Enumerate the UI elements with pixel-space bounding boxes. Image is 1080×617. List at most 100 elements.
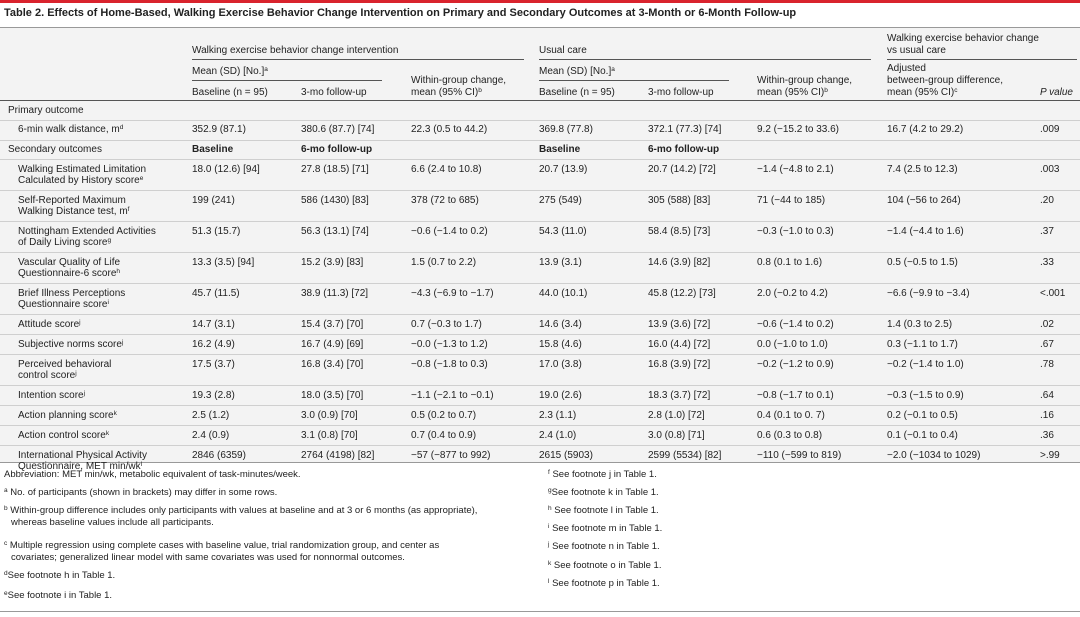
cell-uc-fu: 45.8 (12.2) [73] (648, 288, 716, 299)
header-mean-sd-usual: Mean (SD) [No.]a (539, 66, 615, 77)
cell-uc-base: 14.6 (3.4) (539, 319, 582, 330)
cell-diff: 16.7 (4.2 to 29.2) (887, 124, 964, 135)
cell-p: .37 (1040, 226, 1054, 237)
header-rule-intervention (192, 59, 524, 60)
cell-int-within: −0.6 (−1.4 to 0.2) (411, 226, 488, 237)
cell-uc-fu: 16.0 (4.4) [72] (648, 339, 711, 350)
row-label: 6-min walk distance, md (18, 124, 124, 135)
cell-uc-base: 2.4 (1.0) (539, 430, 577, 441)
row-separator (0, 283, 1080, 284)
cell-uc-fu: 20.7 (14.2) [72] (648, 164, 716, 175)
section-primary-outcome: Primary outcome (8, 105, 84, 116)
row-separator (0, 314, 1080, 315)
header-group-intervention: Walking exercise behavior change interve… (192, 45, 399, 56)
row-label: Intention scorej (18, 390, 86, 401)
header-secondary-followup-usual: 6-mo follow-up (648, 144, 720, 155)
header-rule-mean-usual (539, 80, 729, 81)
footnote-i: i See footnote m in Table 1. (548, 523, 663, 534)
cell-uc-fu: 305 (588) [83] (648, 195, 711, 206)
row-label: Self-Reported Maximum (18, 195, 126, 206)
cell-uc-base: 275 (549) (539, 195, 582, 206)
cell-int-fu: 27.8 (18.5) [71] (301, 164, 369, 175)
header-p-value: P value (1040, 87, 1073, 98)
cell-int-fu: 38.9 (11.3) [72] (301, 288, 369, 299)
data-table: Walking exercise behavior change interve… (0, 27, 1080, 472)
cell-int-base: 2.4 (0.9) (192, 430, 230, 441)
footnote-marker: h (116, 268, 121, 275)
header-group-between-1: Walking exercise behavior change (887, 33, 1039, 44)
header-within-intervention-2: mean (95% CI)b (411, 87, 482, 98)
footnote-l: l See footnote p in Table 1. (548, 578, 660, 589)
footnote-marker: j (83, 390, 86, 397)
header-adjusted-1: Adjusted (887, 63, 926, 74)
cell-uc-fu: 18.3 (3.7) [72] (648, 390, 711, 401)
bottom-rule (0, 611, 1080, 612)
row-separator (0, 385, 1080, 386)
header-followup-intervention: 3-mo follow-up (301, 87, 367, 98)
row-label: Walking Distance test, mf (18, 206, 130, 217)
cell-int-within: −57 (−877 to 992) (411, 450, 491, 461)
cell-uc-within: −0.8 (−1.7 to 0.1) (757, 390, 834, 401)
cell-uc-within: 2.0 (−0.2 to 4.2) (757, 288, 828, 299)
cell-p: .78 (1040, 359, 1054, 370)
cell-int-fu: 380.6 (87.7) [74] (301, 124, 375, 135)
header-within-intervention-1: Within-group change, (411, 75, 507, 86)
cell-int-within: 0.7 (0.4 to 0.9) (411, 430, 477, 441)
cell-int-base: 17.5 (3.7) (192, 359, 235, 370)
footnote-c-1: c Multiple regression using complete cas… (4, 540, 440, 551)
cell-diff: −6.6 (−9.9 to −3.4) (887, 288, 970, 299)
cell-int-base: 2846 (6359) (192, 450, 246, 461)
cell-int-within: −0.8 (−1.8 to 0.3) (411, 359, 488, 370)
row-label: International Physical Activity (18, 450, 147, 461)
cell-uc-base: 19.0 (2.6) (539, 390, 582, 401)
cell-p: .33 (1040, 257, 1054, 268)
cell-int-fu: 56.3 (13.1) [74] (301, 226, 369, 237)
cell-uc-fu: 58.4 (8.5) [73] (648, 226, 711, 237)
header-rule-usual (539, 59, 871, 60)
row-label: Brief Illness Perceptions (18, 288, 126, 299)
footnote-marker: j (75, 370, 77, 377)
cell-uc-base: 20.7 (13.9) (539, 164, 588, 175)
cell-int-fu: 3.1 (0.8) [70] (301, 430, 358, 441)
cell-int-base: 199 (241) (192, 195, 235, 206)
row-label: Action control scorek (18, 430, 110, 441)
cell-diff: 0.3 (−1.1 to 1.7) (887, 339, 958, 350)
row-label: Questionnaire-6 scoreh (18, 268, 121, 279)
footnote-d: dSee footnote h in Table 1. (4, 570, 116, 581)
cell-uc-within: −0.6 (−1.4 to 0.2) (757, 319, 834, 330)
row-separator (0, 252, 1080, 253)
header-group-usual-care: Usual care (539, 45, 587, 56)
cell-p: .02 (1040, 319, 1054, 330)
footnote-marker: i (107, 299, 109, 306)
cell-uc-base: 2.3 (1.1) (539, 410, 577, 421)
footnote-marker: f (127, 206, 130, 213)
cell-int-base: 13.3 (3.5) [94] (192, 257, 255, 268)
cell-int-fu: 2764 (4198) [82] (301, 450, 375, 461)
footnote-marker: e (139, 175, 144, 182)
cell-uc-within: −110 (−599 to 819) (757, 450, 842, 461)
cell-int-fu: 16.8 (3.4) [70] (301, 359, 364, 370)
row-label: Questionnaire, MET min/wkl (18, 461, 143, 472)
cell-int-within: 378 (72 to 685) (411, 195, 479, 206)
footnote-marker: j (79, 319, 81, 326)
row-separator (0, 445, 1080, 446)
cell-diff: −0.2 (−1.4 to 1.0) (887, 359, 964, 370)
cell-diff: 0.1 (−0.1 to 0.4) (887, 430, 958, 441)
header-rule-between (887, 59, 1077, 60)
cell-int-base: 352.9 (87.1) (192, 124, 246, 135)
footnote-marker: l (140, 461, 143, 468)
cell-int-base: 45.7 (11.5) (192, 288, 240, 299)
cell-int-within: −0.0 (−1.3 to 1.2) (411, 339, 488, 350)
cell-uc-fu: 3.0 (0.8) [71] (648, 430, 705, 441)
header-secondary-baseline-usual: Baseline (539, 144, 581, 155)
footnote-b-2: whereas baseline values include all part… (11, 517, 214, 528)
footnote-a: a No. of participants (shown in brackets… (4, 487, 278, 498)
row-separator (0, 120, 1080, 121)
cell-p: .20 (1040, 195, 1054, 206)
cell-int-base: 14.7 (3.1) (192, 319, 235, 330)
row-separator (0, 159, 1080, 160)
cell-int-within: 0.7 (−0.3 to 1.7) (411, 319, 482, 330)
header-followup-usual: 3-mo follow-up (648, 87, 714, 98)
row-label: Attitude scorej (18, 319, 81, 330)
row-label: Perceived behavioral (18, 359, 112, 370)
